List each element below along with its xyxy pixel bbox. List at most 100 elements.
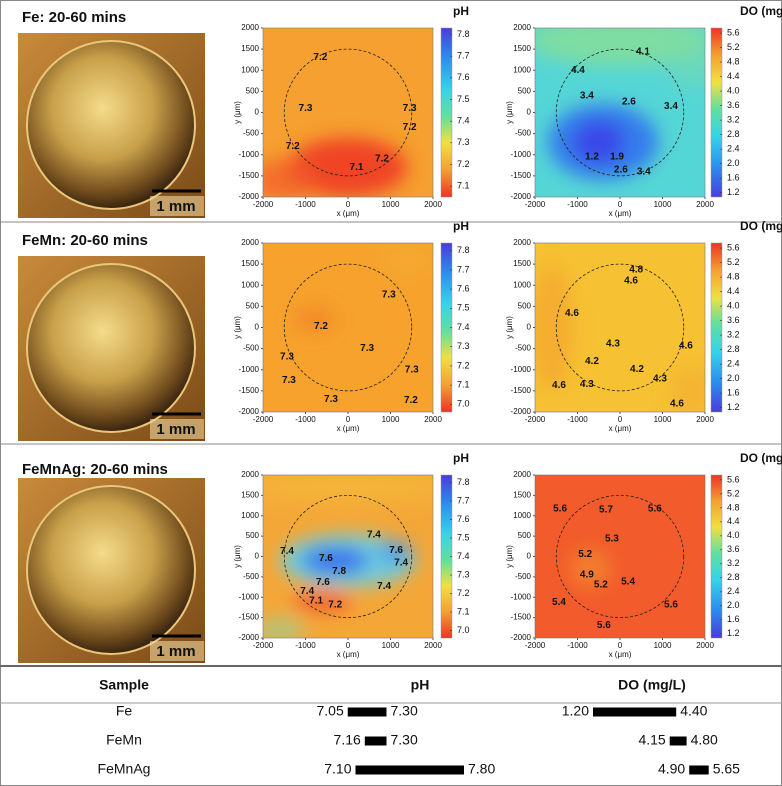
y-tick-label: 1000 (241, 511, 259, 520)
heatmap-blob (573, 120, 625, 164)
colorbar-label: DO (mg/L) (740, 219, 782, 233)
colorbar-tick-label: 7.4 (457, 116, 470, 126)
range-low-label: 7.16 (334, 732, 361, 748)
colorbar-tick-label: 7.4 (457, 322, 470, 332)
x-tick-label: 0 (618, 641, 623, 650)
colorbar-tick-label: 1.6 (727, 614, 740, 624)
range-high-label: 7.30 (391, 732, 418, 748)
colorbar-tick-label: 7.7 (457, 264, 470, 274)
micrograph-sample (26, 485, 196, 655)
x-tick-label: -1000 (295, 200, 316, 209)
x-tick-label: -1000 (295, 415, 316, 424)
y-tick-label: -500 (243, 344, 260, 353)
contour-label: 7.3 (282, 375, 296, 386)
contour-label: 7.6 (389, 545, 403, 556)
heatmap-blobs (263, 475, 433, 638)
scale-bar-label: 1 mm (156, 421, 195, 438)
contour-label: 7.8 (332, 566, 346, 577)
colorbar-tick-label: 5.6 (727, 242, 740, 252)
colorbar-tick-label: 5.2 (727, 257, 740, 267)
contour-label: 7.6 (319, 553, 333, 564)
y-tick-label: -2000 (239, 192, 260, 201)
y-tick-label: 1000 (241, 280, 259, 289)
heatmap-blob (292, 589, 353, 614)
colorbar-tick-label: 4.0 (727, 85, 740, 95)
y-tick-label: 1500 (241, 490, 259, 499)
colorbar-label: DO (mg/L) (740, 451, 782, 465)
x-tick-label: 1000 (654, 200, 672, 209)
colorbar-tick-label: 1.2 (727, 187, 740, 197)
heatmap-blob (535, 28, 705, 67)
x-tick-label: 0 (346, 200, 351, 209)
range-bar (355, 765, 464, 775)
colorbar-tick-label: 7.2 (457, 588, 470, 598)
range-low-label: 7.10 (324, 761, 351, 777)
heatmap-blob (382, 243, 433, 277)
scale-bar-label: 1 mm (156, 198, 195, 215)
colorbar-tick-label: 1.6 (727, 173, 740, 183)
contour-label: 7.3 (280, 352, 294, 363)
colorbar (440, 27, 453, 198)
y-tick-label: 0 (527, 552, 532, 561)
x-tick-label: 1000 (382, 415, 400, 424)
y-tick-label: 1500 (241, 44, 259, 53)
y-tick-label: -1000 (511, 592, 532, 601)
x-tick-label: 2000 (424, 200, 442, 209)
contour-label: 5.7 (599, 505, 613, 516)
contour-label: 4.6 (565, 308, 579, 319)
micrograph-sample (26, 263, 196, 433)
contour-label: 5.2 (594, 579, 608, 590)
contour-label: 7.2 (404, 395, 418, 406)
y-tick-label: 1000 (513, 65, 531, 74)
contour-label: 5.2 (578, 549, 592, 560)
x-tick-label: 1000 (382, 200, 400, 209)
colorbar-tick-label: 7.7 (457, 495, 470, 505)
colorbar-tick-label: 2.8 (727, 129, 740, 139)
colorbar-label: pH (453, 219, 469, 233)
colorbar-tick-label: 7.7 (457, 51, 470, 61)
sample-outline (283, 48, 413, 177)
sample-outline (555, 263, 685, 392)
contour-label: 7.2 (314, 321, 328, 332)
contour-label: 5.6 (664, 600, 678, 611)
heatmap-blob (263, 475, 433, 504)
x-tick-label: -2000 (253, 415, 274, 424)
colorbar-tick-label: 2.8 (727, 344, 740, 354)
contour-label: 7.4 (300, 586, 314, 597)
y-tick-label: -500 (243, 129, 260, 138)
contour-label: 7.2 (286, 141, 300, 152)
range-bar (689, 765, 709, 775)
heatmap-base (535, 475, 705, 638)
y-tick-label: -500 (243, 572, 260, 581)
y-axis-label: y (μm) (505, 316, 514, 339)
range-low-label: 4.90 (658, 761, 685, 777)
colorbar-tick-label: 3.2 (727, 114, 740, 124)
contour-label: 7.3 (405, 364, 419, 375)
heatmap-blob (377, 540, 412, 565)
x-tick-label: -1000 (295, 641, 316, 650)
y-tick-label: 500 (518, 86, 532, 95)
sample-outline (283, 263, 413, 392)
heatmap-blobs (535, 264, 705, 412)
x-axis-label: x (μm) (609, 650, 632, 659)
colorbar-tick-label: 7.4 (457, 551, 470, 561)
colorbar-tick-label: 4.8 (727, 56, 740, 66)
colorbar-tick-label: 7.6 (457, 514, 470, 524)
colorbar-tick-label: 4.4 (727, 516, 740, 526)
contour-label: 4.3 (606, 339, 620, 350)
colorbar-tick-label: 2.4 (727, 586, 740, 596)
y-tick-label: -2000 (239, 633, 260, 642)
contour-label: 7.4 (280, 546, 294, 557)
x-tick-label: 0 (618, 415, 623, 424)
colorbar-tick-label: 7.1 (457, 379, 470, 389)
y-tick-label: 1000 (241, 65, 259, 74)
heatmap-field (535, 28, 705, 197)
scale-bar-label-bg (150, 641, 204, 661)
heatmap-blob (288, 137, 408, 197)
contour-label: 4.2 (585, 356, 599, 367)
heatmap-blobs (292, 243, 433, 332)
colorbar-tick-label: 4.4 (727, 71, 740, 81)
colorbar-tick-label: 7.8 (457, 477, 470, 487)
y-tick-label: 500 (518, 301, 532, 310)
